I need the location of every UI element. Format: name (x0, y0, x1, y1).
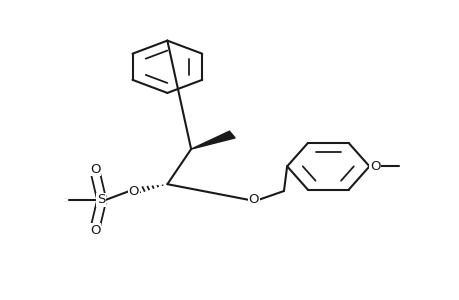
Text: O: O (129, 184, 139, 197)
Text: O: O (90, 224, 100, 237)
Text: O: O (248, 194, 258, 206)
Text: O: O (369, 160, 380, 173)
Text: O: O (90, 163, 100, 176)
Polygon shape (191, 131, 235, 149)
Text: S: S (97, 194, 105, 206)
